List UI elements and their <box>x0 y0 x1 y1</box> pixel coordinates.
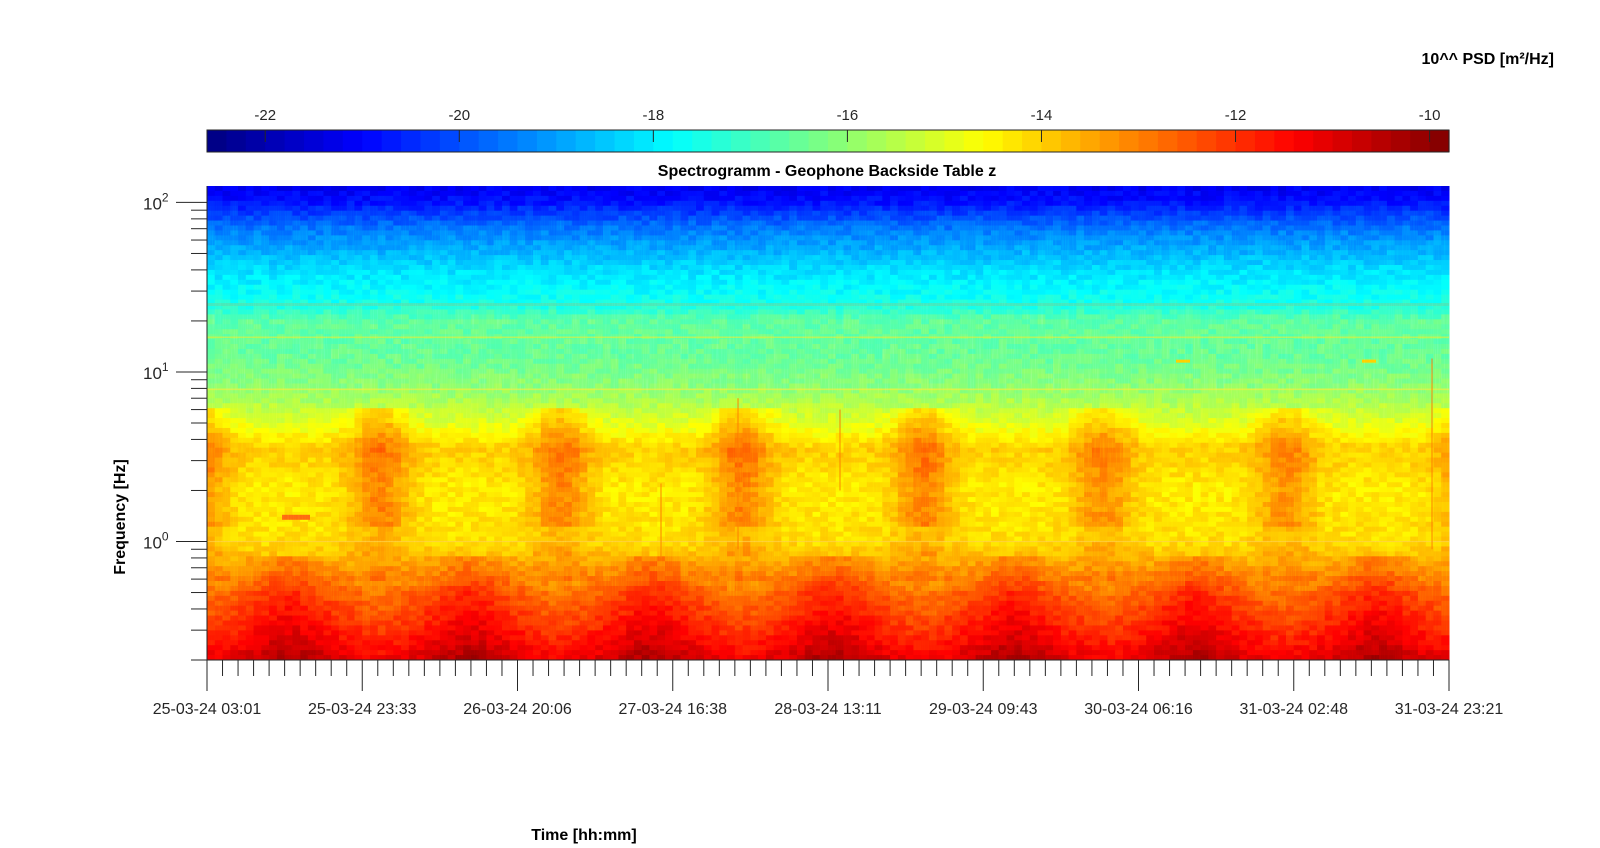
colorbar-swatch <box>459 130 480 152</box>
colorbar-swatch <box>207 130 228 152</box>
colorbar-swatch <box>381 130 402 152</box>
colorbar-swatch <box>420 130 441 152</box>
colorbar-swatch <box>265 130 286 152</box>
colorbar-swatch <box>925 130 946 152</box>
colorbar-tick-label: -14 <box>1031 107 1053 124</box>
colorbar-swatch <box>944 130 965 152</box>
colorbar-swatch <box>1390 130 1411 152</box>
colorbar-swatch <box>1138 130 1159 152</box>
colorbar-swatch <box>866 130 887 152</box>
colorbar-swatch <box>478 130 499 152</box>
colorbar-swatch <box>1254 130 1275 152</box>
colorbar-swatch <box>983 130 1004 152</box>
colorbar-swatch <box>828 130 849 152</box>
colorbar-swatch <box>439 130 460 152</box>
colorbar-swatch <box>614 130 635 152</box>
colorbar-swatch <box>575 130 596 152</box>
colorbar-swatch <box>1041 130 1062 152</box>
colorbar-swatch <box>245 130 266 152</box>
colorbar-swatch <box>672 130 693 152</box>
colorbar-swatch <box>808 130 829 152</box>
colorbar-swatches <box>207 130 1450 152</box>
colorbar-swatch <box>1099 130 1120 152</box>
colorbar-swatch <box>905 130 926 152</box>
colorbar-swatch <box>1313 130 1334 152</box>
colorbar-swatch <box>556 130 577 152</box>
colorbar-swatch <box>284 130 305 152</box>
colorbar-swatch <box>401 130 422 152</box>
colorbar-tick-label: -16 <box>837 107 859 124</box>
colorbar-swatch <box>1235 130 1256 152</box>
colorbar-swatch <box>1119 130 1140 152</box>
colorbar-swatch <box>1002 130 1023 152</box>
plot-area <box>207 186 1450 661</box>
colorbar-swatch <box>730 130 751 152</box>
colorbar-swatch <box>692 130 713 152</box>
colorbar-swatch <box>769 130 790 152</box>
colorbar-swatch <box>1196 130 1217 152</box>
colorbar-swatch <box>789 130 810 152</box>
colorbar-swatch <box>498 130 519 152</box>
colorbar-tick-label: -12 <box>1225 107 1247 124</box>
colorbar-swatch <box>1410 130 1431 152</box>
colorbar-swatch <box>1293 130 1314 152</box>
colorbar-swatch <box>323 130 344 152</box>
colorbar-swatch <box>711 130 732 152</box>
colorbar-swatch <box>963 130 984 152</box>
colorbar-swatch <box>1216 130 1237 152</box>
colorbar-frame <box>206 129 1450 153</box>
colorbar-swatch <box>1177 130 1198 152</box>
colorbar-swatch <box>1429 130 1450 152</box>
colorbar-swatch <box>653 130 674 152</box>
colorbar-tick-label: -18 <box>643 107 665 124</box>
colorbar-swatch <box>1080 130 1101 152</box>
colorbar-swatch <box>342 130 363 152</box>
colorbar-swatch <box>226 130 247 152</box>
colorbar-swatch <box>1274 130 1295 152</box>
colorbar-swatch <box>633 130 654 152</box>
colorbar-tick-label: -22 <box>254 107 276 124</box>
colorbar-swatch <box>1060 130 1081 152</box>
colorbar-ticks: -22 -20 -18 -16 -14 -12 -10 <box>254 107 1440 142</box>
colorbar-swatch <box>1022 130 1043 152</box>
colorbar: 10^^ PSD [m²/Hz] -22 -20 -18 -16 -14 -12 -10 <box>206 51 1554 153</box>
colorbar-label: 10^^ PSD [m²/Hz] <box>1422 51 1554 68</box>
colorbar-swatch <box>1371 130 1392 152</box>
colorbar-swatch <box>1157 130 1178 152</box>
colorbar-swatch <box>595 130 616 152</box>
chart-title: Spectrogramm - Geophone Backside Table z <box>658 163 996 180</box>
colorbar-tick-label: -20 <box>448 107 470 124</box>
colorbar-swatch <box>886 130 907 152</box>
colorbar-swatch <box>517 130 538 152</box>
colorbar-swatch <box>304 130 325 152</box>
colorbar-swatch <box>750 130 771 152</box>
colorbar-swatch <box>847 130 868 152</box>
colorbar-swatch <box>536 130 557 152</box>
colorbar-swatch <box>362 130 383 152</box>
colorbar-swatch <box>1332 130 1353 152</box>
colorbar-swatch <box>1351 130 1372 152</box>
colorbar-tick-label: -10 <box>1419 107 1441 124</box>
